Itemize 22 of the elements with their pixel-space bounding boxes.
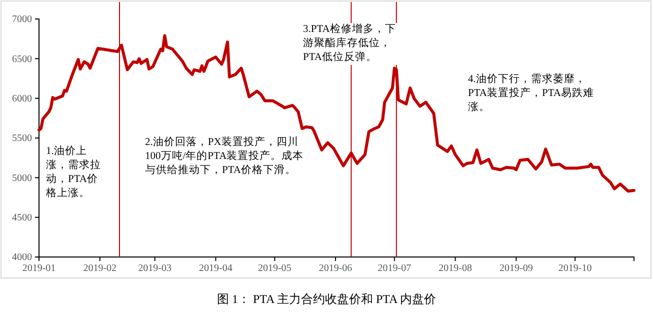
annotation: 2.油价回落，PX装置投产，四川100万吨/年的PTA装置投产。成本与供给推动下，PTA价格下滑。	[145, 136, 307, 178]
text: 图 1： PTA 主力合约收盘价和 PTA 内盘价	[216, 291, 438, 308]
x-tick-label: 2019-10	[558, 263, 592, 274]
x-tick-label: 2019-02	[83, 263, 117, 274]
y-tick-label: 6500	[12, 54, 32, 65]
x-tick-label: 2019-01	[22, 263, 56, 274]
annotation: 1.油价上涨，需求拉动，PTA价格上涨。	[46, 145, 106, 201]
y-tick-label: 7000	[12, 14, 32, 26]
x-tick-label: 2019-07	[378, 263, 412, 274]
y-tick-label: 4500	[12, 212, 32, 224]
x-tick-label: 2019-08	[438, 263, 472, 274]
y-tick-label: 5000	[12, 172, 32, 184]
y-tick-label: 4000	[12, 252, 32, 264]
y-tick-label: 5500	[12, 133, 32, 144]
annotation: 4.油价下行，需求萎靡，PTA装置投产，PTA易跌难涨。	[468, 73, 598, 115]
x-tick-label: 2019-05	[258, 263, 292, 274]
x-tick-label: 2019-06	[318, 263, 352, 274]
x-tick-label: 2019-09	[500, 263, 533, 274]
y-tick-label: 6000	[12, 94, 32, 105]
x-tick-label: 2019-03	[138, 263, 172, 274]
annotation: 3.PTA检修增多，下游聚酯库存低位，PTA低位反弹。	[303, 23, 399, 65]
x-tick-label: 2019-04	[199, 263, 232, 274]
